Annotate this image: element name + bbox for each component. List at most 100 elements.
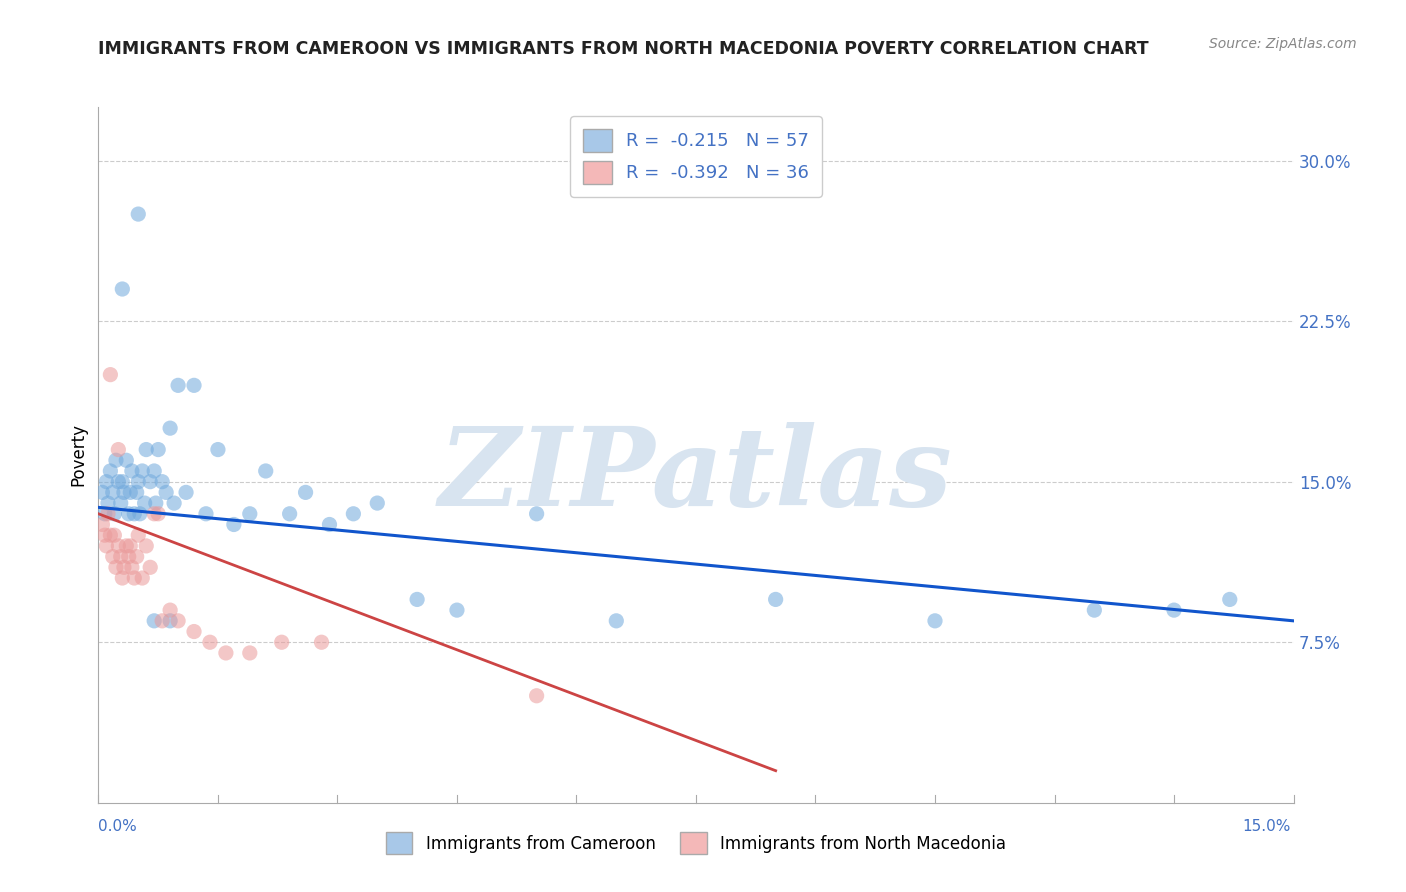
Point	[121, 560, 143, 574]
Point	[183, 378, 205, 392]
Point	[125, 549, 148, 564]
Point	[278, 507, 301, 521]
Point	[207, 442, 229, 457]
Point	[167, 378, 190, 392]
Text: IMMIGRANTS FROM CAMEROON VS IMMIGRANTS FROM NORTH MACEDONIA POVERTY CORRELATION : IMMIGRANTS FROM CAMEROON VS IMMIGRANTS F…	[98, 40, 1149, 58]
Point	[183, 624, 205, 639]
Point	[112, 560, 135, 574]
Point	[215, 646, 238, 660]
Point	[195, 507, 218, 521]
Point	[1083, 603, 1105, 617]
Point	[127, 528, 149, 542]
Point	[107, 442, 129, 457]
Point	[150, 614, 173, 628]
Point	[294, 485, 316, 500]
Point	[98, 464, 122, 478]
Point	[107, 475, 129, 489]
Point	[128, 507, 150, 521]
Point	[198, 635, 221, 649]
Point	[124, 507, 146, 521]
Point	[101, 485, 124, 500]
Point	[97, 507, 120, 521]
Point	[159, 603, 181, 617]
Point	[406, 592, 429, 607]
Point	[115, 539, 138, 553]
Point	[159, 421, 181, 435]
Point	[110, 496, 132, 510]
Point	[125, 485, 148, 500]
Point	[605, 614, 627, 628]
Point	[143, 507, 166, 521]
Point	[143, 614, 166, 628]
Point	[139, 475, 162, 489]
Point	[924, 614, 946, 628]
Y-axis label: Poverty: Poverty	[69, 424, 87, 486]
Point	[143, 464, 166, 478]
Point	[1219, 592, 1241, 607]
Point	[111, 571, 134, 585]
Point	[112, 485, 135, 500]
Point	[98, 528, 122, 542]
Point	[135, 442, 157, 457]
Point	[107, 539, 129, 553]
Point	[150, 475, 173, 489]
Point	[342, 507, 364, 521]
Point	[91, 485, 114, 500]
Text: 15.0%: 15.0%	[1243, 820, 1291, 834]
Point	[366, 496, 388, 510]
Point	[1163, 603, 1185, 617]
Point	[239, 646, 262, 660]
Point	[318, 517, 340, 532]
Point	[239, 507, 262, 521]
Point	[124, 571, 146, 585]
Point	[163, 496, 186, 510]
Point	[222, 517, 245, 532]
Point	[118, 549, 141, 564]
Point	[121, 464, 143, 478]
Point	[94, 528, 117, 542]
Point	[127, 475, 149, 489]
Point	[134, 496, 156, 510]
Point	[120, 539, 142, 553]
Point	[111, 282, 134, 296]
Text: ZIPatlas: ZIPatlas	[439, 422, 953, 530]
Point	[526, 507, 548, 521]
Point	[96, 475, 118, 489]
Legend: Immigrants from Cameroon, Immigrants from North Macedonia: Immigrants from Cameroon, Immigrants fro…	[378, 826, 1014, 861]
Point	[104, 453, 127, 467]
Point	[139, 560, 162, 574]
Point	[94, 507, 117, 521]
Point	[111, 475, 134, 489]
Point	[103, 528, 125, 542]
Point	[148, 507, 170, 521]
Point	[118, 507, 141, 521]
Point	[155, 485, 177, 500]
Point	[526, 689, 548, 703]
Point	[91, 517, 114, 532]
Point	[96, 539, 118, 553]
Text: Source: ZipAtlas.com: Source: ZipAtlas.com	[1209, 37, 1357, 52]
Point	[148, 442, 170, 457]
Point	[97, 496, 120, 510]
Point	[127, 207, 149, 221]
Point	[110, 549, 132, 564]
Point	[131, 464, 153, 478]
Point	[115, 453, 138, 467]
Point	[103, 507, 125, 521]
Text: 0.0%: 0.0%	[98, 820, 138, 834]
Point	[174, 485, 197, 500]
Point	[101, 549, 124, 564]
Point	[311, 635, 333, 649]
Point	[104, 560, 127, 574]
Point	[98, 368, 122, 382]
Point	[131, 571, 153, 585]
Point	[270, 635, 292, 649]
Point	[254, 464, 277, 478]
Point	[145, 496, 167, 510]
Point	[159, 614, 181, 628]
Point	[120, 485, 142, 500]
Point	[167, 614, 190, 628]
Point	[446, 603, 468, 617]
Point	[135, 539, 157, 553]
Point	[765, 592, 787, 607]
